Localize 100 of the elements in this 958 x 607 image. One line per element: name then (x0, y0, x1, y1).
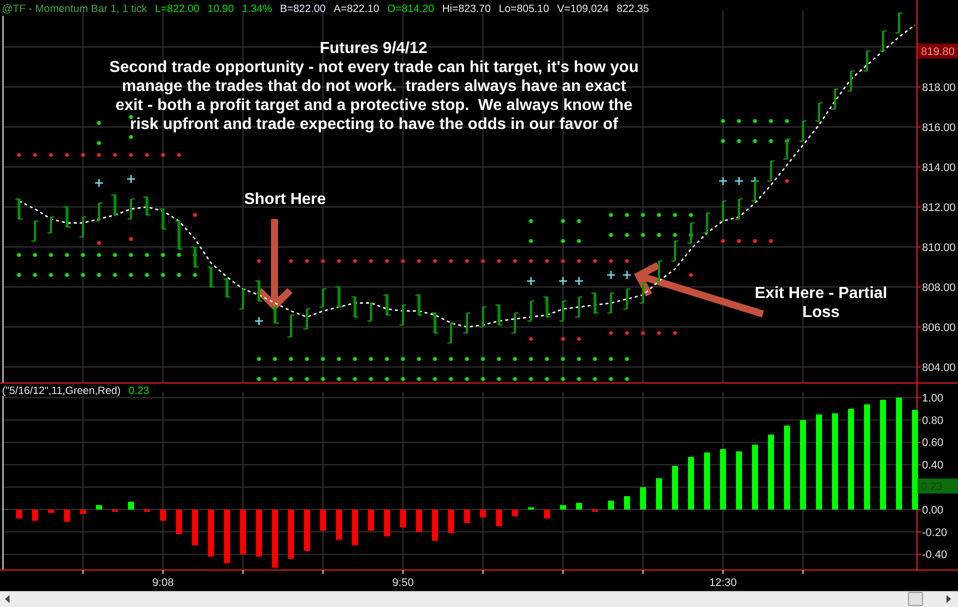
bar (640, 487, 646, 510)
point (81, 153, 85, 157)
point (145, 273, 149, 277)
bar (480, 510, 486, 518)
point (97, 121, 101, 125)
point (33, 253, 37, 257)
point (609, 213, 613, 217)
bar (80, 510, 86, 514)
point (17, 153, 21, 157)
point (625, 259, 629, 263)
point (433, 357, 437, 361)
bar (416, 510, 422, 532)
bar (720, 449, 726, 510)
point (465, 357, 469, 361)
y-tick-label: 0.80 (922, 414, 944, 427)
point (561, 357, 565, 361)
bar (384, 510, 390, 536)
annotation: Exit Here - Partial Loss (754, 285, 888, 321)
annotation: ("5/16/12",11,Green,Red) (2, 385, 121, 397)
x-tick-label: 12:30 (709, 577, 737, 589)
annotation: B=822.00 (280, 3, 326, 15)
point (734, 176, 744, 186)
point (126, 174, 136, 184)
point (625, 377, 629, 381)
bar (400, 510, 406, 528)
point (609, 331, 613, 335)
point (305, 357, 309, 361)
point (625, 213, 629, 217)
point (337, 357, 341, 361)
point (113, 253, 117, 257)
annotation: Hi=823.70 (442, 3, 491, 15)
point (513, 357, 517, 361)
point (577, 239, 581, 243)
annotation: V=109,024 (557, 3, 609, 15)
y-tick-label: 804.00 (922, 362, 956, 374)
point (369, 377, 373, 381)
point (161, 153, 165, 157)
point (129, 237, 133, 241)
point (289, 259, 293, 263)
point (417, 377, 421, 381)
point (417, 259, 421, 263)
annotation: Lo=805.10 (498, 3, 550, 15)
bar (672, 466, 678, 510)
point (33, 153, 37, 157)
point (625, 233, 629, 237)
point (577, 377, 581, 381)
point (673, 213, 677, 217)
point (529, 259, 533, 263)
y-tick-label: 0.40 (922, 460, 944, 472)
y-tick-label: -0.40 (922, 549, 948, 562)
annotation: L=822.00 (154, 3, 200, 15)
point (321, 357, 325, 361)
point (577, 259, 581, 263)
point (785, 179, 789, 183)
point (529, 357, 533, 361)
bar (256, 510, 262, 557)
point (545, 357, 549, 361)
y-tick-label: 814.00 (922, 162, 956, 174)
bar (688, 456, 694, 510)
point (81, 273, 85, 277)
bar (624, 496, 630, 510)
bar (608, 500, 614, 510)
point (497, 259, 501, 263)
point (529, 377, 533, 381)
point (561, 337, 565, 341)
point (353, 357, 357, 361)
point (561, 259, 565, 263)
point (129, 153, 133, 157)
y-tick-label: 812.00 (922, 202, 956, 214)
point (193, 273, 197, 277)
point (129, 253, 133, 257)
point (465, 377, 469, 381)
bar (784, 426, 790, 510)
bar (848, 408, 854, 510)
point (609, 357, 613, 361)
line-series (18, 24, 916, 328)
annotation: O=814.20 (387, 3, 434, 15)
point (289, 357, 293, 361)
point (273, 357, 277, 361)
bar (800, 420, 806, 510)
text: Futures 9/4/12 (320, 40, 428, 57)
bar (576, 502, 582, 510)
point (65, 273, 69, 277)
bar (656, 478, 662, 510)
point (193, 213, 197, 217)
point (609, 259, 613, 263)
point (737, 239, 741, 243)
point (721, 239, 725, 243)
bar (192, 510, 198, 546)
point (17, 273, 21, 277)
bar (320, 510, 326, 531)
point (593, 259, 597, 263)
point (353, 259, 357, 263)
point (97, 241, 101, 245)
point (385, 259, 389, 263)
point (305, 259, 309, 263)
point (289, 377, 293, 381)
point (561, 239, 565, 243)
point (641, 213, 645, 217)
point (753, 139, 757, 143)
